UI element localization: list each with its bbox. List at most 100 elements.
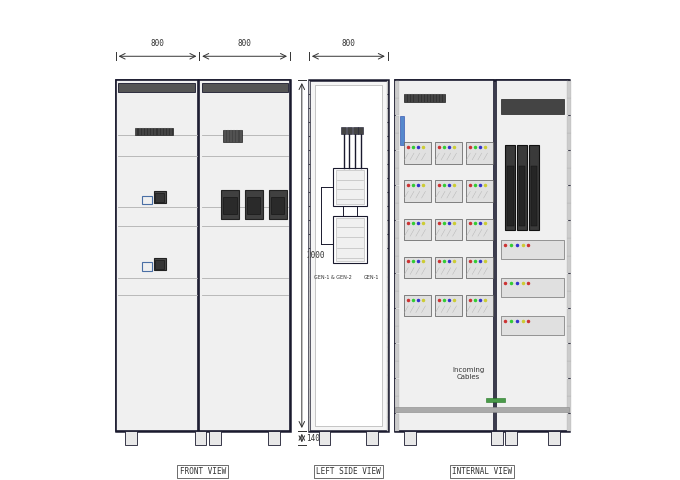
Bar <box>395 309 398 325</box>
Bar <box>118 83 195 92</box>
Bar <box>387 95 388 108</box>
Bar <box>387 151 388 164</box>
Text: INTERNAL VIEW: INTERNAL VIEW <box>452 467 512 476</box>
Bar <box>309 193 310 206</box>
Bar <box>519 166 526 226</box>
Bar <box>387 347 388 361</box>
Bar <box>486 398 505 402</box>
Bar <box>315 85 382 426</box>
Bar <box>466 257 493 278</box>
Bar <box>333 168 367 206</box>
Bar <box>309 277 310 290</box>
Bar <box>387 165 388 179</box>
Bar <box>567 396 571 413</box>
Bar <box>395 407 569 412</box>
Bar <box>547 431 560 445</box>
Bar <box>567 361 571 378</box>
Bar <box>567 379 571 396</box>
Bar <box>435 295 462 316</box>
Bar <box>387 361 388 375</box>
Bar <box>209 431 221 445</box>
Bar <box>154 192 166 203</box>
Bar <box>567 414 571 431</box>
Bar <box>387 81 388 94</box>
Bar <box>387 263 388 276</box>
Text: 800: 800 <box>238 39 252 48</box>
Bar <box>367 431 378 445</box>
Bar <box>223 130 242 142</box>
Bar <box>387 207 388 220</box>
Bar <box>353 127 358 134</box>
Bar <box>400 116 405 144</box>
Bar <box>387 277 388 290</box>
Bar <box>309 249 310 263</box>
Bar <box>567 274 571 290</box>
Text: 2000: 2000 <box>307 251 325 260</box>
Bar <box>116 80 198 431</box>
Bar <box>395 361 398 378</box>
Bar <box>309 347 310 361</box>
Text: Incoming
Cables: Incoming Cables <box>452 367 484 380</box>
Bar <box>395 414 398 431</box>
Bar <box>309 375 310 389</box>
Text: 140: 140 <box>307 433 320 443</box>
Bar <box>567 344 571 361</box>
Bar <box>309 319 310 333</box>
Bar <box>387 389 388 403</box>
Bar <box>517 144 527 230</box>
Bar <box>309 403 310 417</box>
Bar <box>567 221 571 238</box>
Bar <box>387 417 388 431</box>
Bar <box>309 417 310 431</box>
Bar <box>116 80 290 431</box>
Bar <box>567 168 571 185</box>
Bar <box>395 186 398 203</box>
Bar <box>491 431 503 445</box>
Bar <box>387 375 388 389</box>
Text: GEN-1 & GEN-2: GEN-1 & GEN-2 <box>314 275 352 280</box>
Bar <box>309 207 310 220</box>
Bar <box>496 80 569 431</box>
Bar <box>500 99 564 114</box>
Bar <box>567 186 571 203</box>
Bar <box>405 257 430 278</box>
Bar <box>395 274 398 290</box>
Bar <box>387 249 388 263</box>
Bar <box>395 204 398 220</box>
Bar <box>309 165 310 179</box>
Bar <box>199 80 290 431</box>
Bar <box>435 257 462 278</box>
Bar <box>405 95 445 102</box>
Bar <box>387 235 388 249</box>
Bar <box>309 80 388 431</box>
Bar <box>567 98 571 115</box>
Bar <box>125 431 137 445</box>
Bar <box>309 361 310 375</box>
Bar <box>387 305 388 319</box>
Bar <box>309 333 310 347</box>
Bar <box>154 258 166 270</box>
Bar <box>505 144 515 230</box>
Bar <box>336 170 364 204</box>
Bar <box>387 137 388 150</box>
Bar <box>395 81 398 97</box>
Bar <box>309 291 310 305</box>
Bar <box>387 221 388 234</box>
Bar <box>271 197 284 214</box>
Bar <box>567 291 571 308</box>
Bar <box>395 168 398 185</box>
Bar <box>309 137 310 150</box>
Bar <box>135 128 173 135</box>
Bar <box>387 179 388 192</box>
Bar <box>567 204 571 220</box>
Bar <box>500 240 564 259</box>
Text: GEN-1: GEN-1 <box>364 275 379 280</box>
Bar <box>507 166 513 226</box>
Bar <box>142 263 152 271</box>
Bar <box>395 80 494 431</box>
Bar <box>269 431 280 445</box>
Bar <box>395 151 398 168</box>
Bar <box>269 190 287 218</box>
Bar <box>309 235 310 249</box>
Bar <box>336 218 364 261</box>
